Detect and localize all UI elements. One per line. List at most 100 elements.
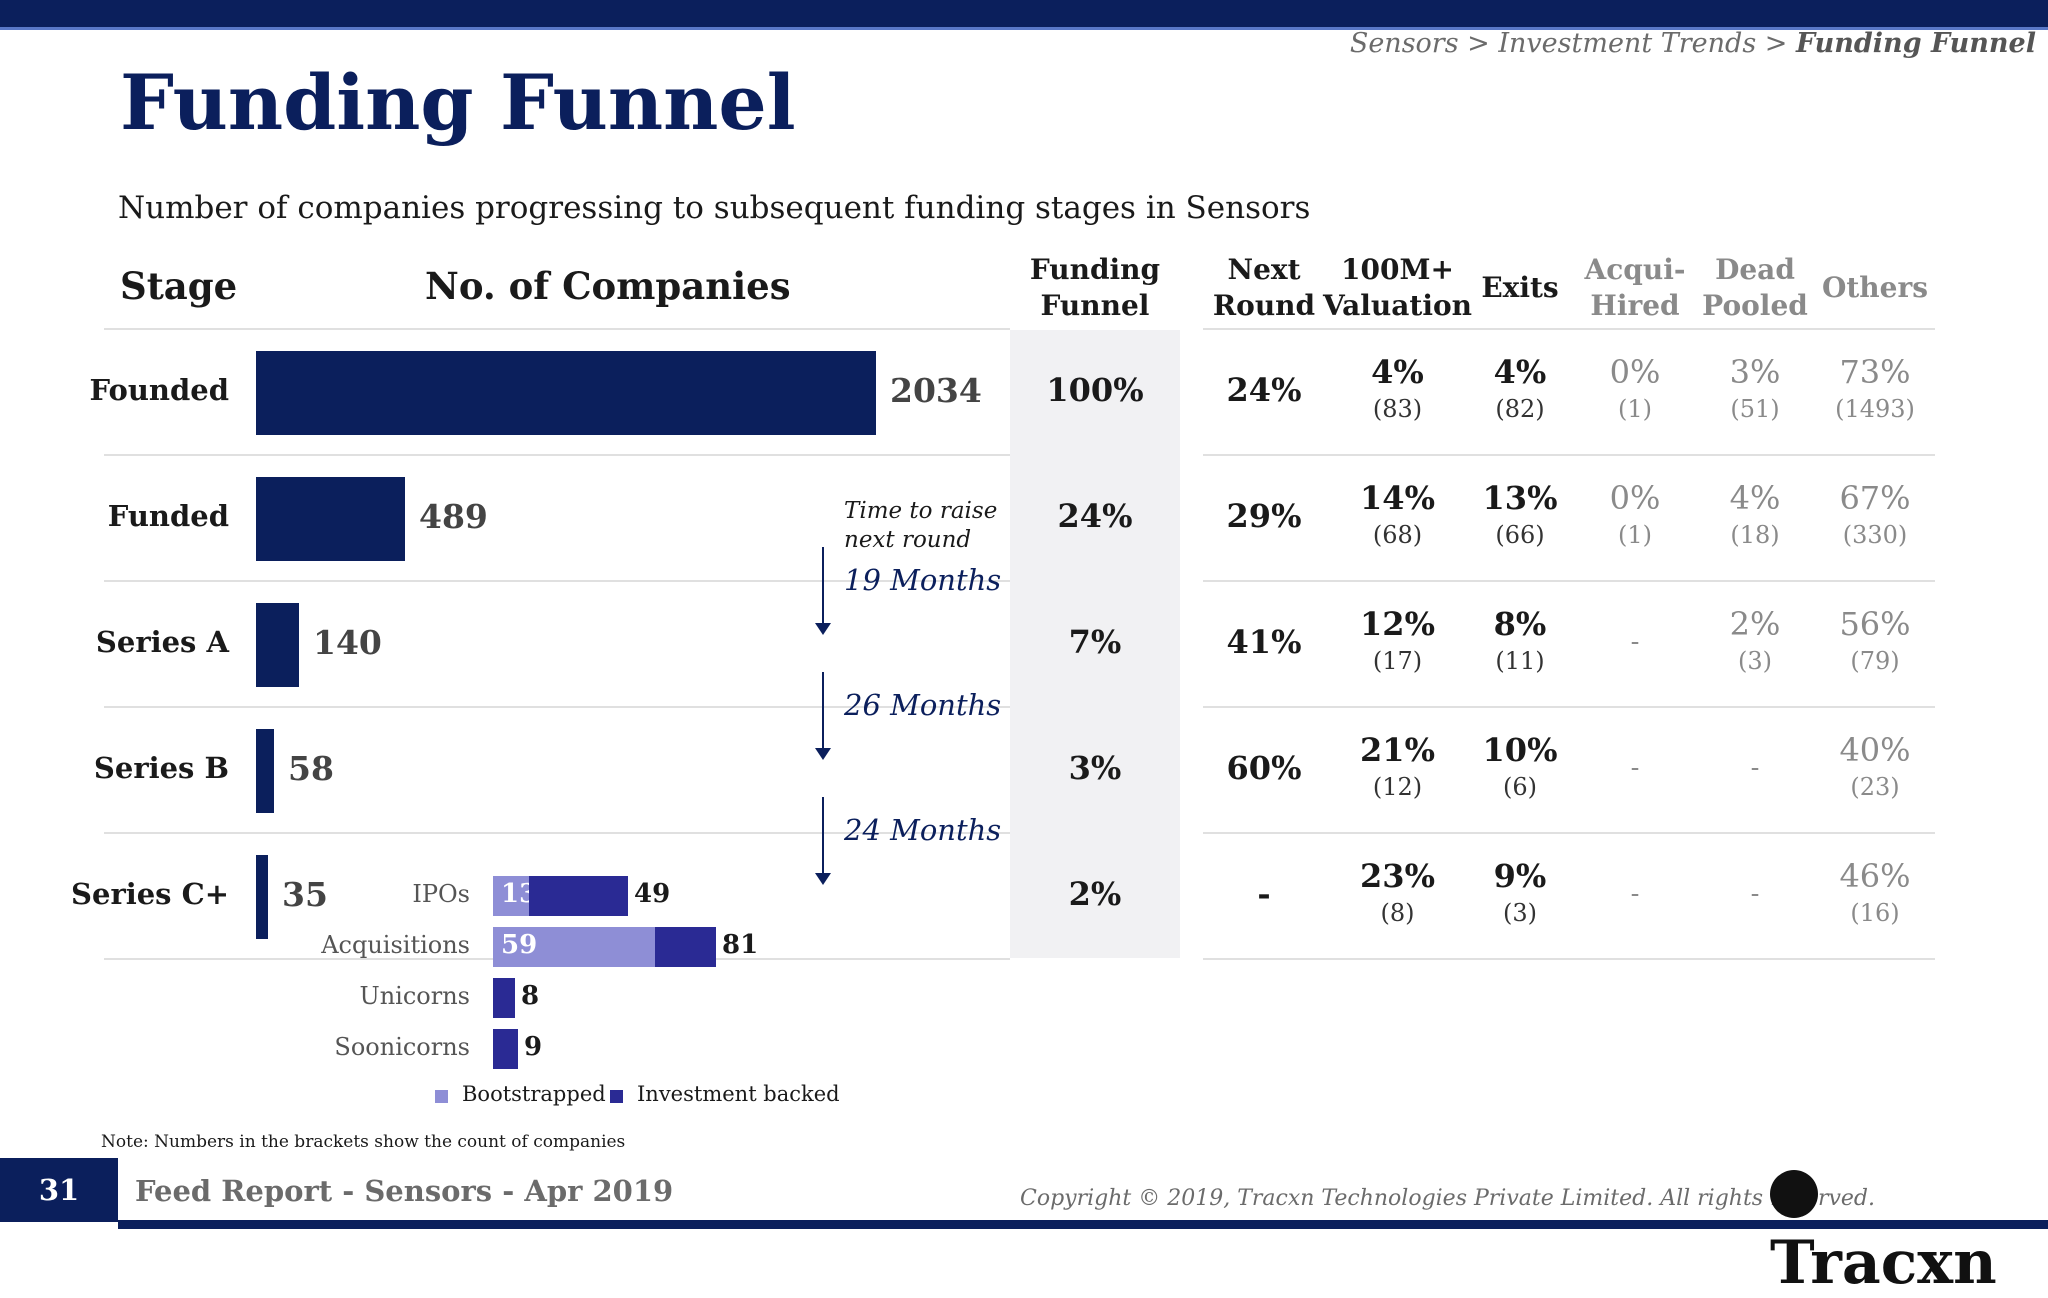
next-round-percent: 60%	[1226, 749, 1302, 787]
valuation-count: (68)	[1372, 521, 1423, 549]
companies-bar	[256, 603, 299, 687]
stage-label: Series B	[93, 751, 229, 785]
stage-label: Series A	[95, 625, 229, 659]
others-count: (330)	[1842, 521, 1908, 549]
legend-label-bootstrapped: Bootstrapped	[462, 1082, 606, 1106]
acqui-hired-count: (1)	[1618, 395, 1652, 423]
header-dead-pooled: Dead Pooled	[1700, 252, 1810, 324]
time-arrow-3	[815, 797, 831, 885]
stage-label: Series C+	[71, 877, 229, 911]
top-bar	[0, 0, 2048, 27]
acqui-hired-count: (1)	[1618, 521, 1652, 549]
funnel-percent: 2%	[1068, 875, 1122, 913]
exit-bootstrapped-value: 59	[501, 930, 538, 960]
time-arrow-2	[815, 672, 831, 760]
page-number: 31	[0, 1158, 118, 1222]
row-divider-left	[104, 454, 1010, 456]
valuation-percent: 4%	[1371, 353, 1424, 391]
stage-label: Founded	[89, 373, 229, 407]
exit-total-value: 49	[634, 879, 671, 909]
exits-count: (3)	[1503, 899, 1537, 927]
footnote: Note: Numbers in the brackets show the c…	[101, 1132, 626, 1152]
next-round-percent: 24%	[1226, 371, 1302, 409]
funnel-percent: 100%	[1046, 371, 1144, 409]
funnel-percent: 7%	[1068, 623, 1122, 661]
legend-swatch-bootstrapped	[435, 1090, 448, 1103]
acqui-hired-dash: -	[1630, 753, 1640, 783]
companies-value: 140	[313, 623, 382, 662]
header-exits: Exits	[1481, 271, 1559, 304]
header-val-line2: Valuation	[1322, 289, 1473, 322]
exit-total-value: 9	[524, 1032, 543, 1062]
exit-bar-investment	[529, 876, 628, 916]
page-subtitle: Number of companies progressing to subse…	[118, 190, 1311, 226]
header-stage: Stage	[120, 264, 238, 308]
row-divider-right	[1203, 454, 1935, 456]
dead-pooled-percent: 3%	[1729, 353, 1781, 391]
next-round-percent: 29%	[1226, 497, 1302, 535]
time-value-2: 26 Months	[844, 688, 1002, 722]
legend-label-investment: Investment backed	[637, 1082, 840, 1106]
tracxn-logo: Tracxn	[1770, 1158, 2048, 1298]
others-percent: 46%	[1839, 857, 1911, 895]
header-funnel-line2: Funnel	[1040, 289, 1150, 322]
exits-percent: 8%	[1493, 605, 1547, 643]
acqui-hired-percent: 0%	[1609, 479, 1661, 517]
companies-bar	[256, 729, 274, 813]
row-divider-right	[1203, 580, 1935, 582]
header-companies: No. of Companies	[425, 264, 791, 308]
companies-value: 2034	[890, 371, 982, 410]
header-dead-line1: Dead	[1715, 253, 1795, 286]
valuation-count: (17)	[1372, 647, 1423, 675]
header-valuation: 100M+ Valuation	[1320, 252, 1475, 324]
breadcrumb-current: Funding Funnel	[1795, 28, 2036, 59]
row-divider-left	[104, 580, 1010, 582]
breadcrumb: Sensors > Investment Trends > Funding Fu…	[1350, 28, 2036, 59]
header-others: Others	[1821, 271, 1928, 304]
header-acqui-hired: Acqui- Hired	[1580, 252, 1690, 324]
others-percent: 56%	[1839, 605, 1911, 643]
header-next-line1: Next	[1227, 253, 1301, 286]
dead-pooled-dash: -	[1750, 753, 1760, 783]
time-arrow-1	[815, 547, 831, 635]
exit-bar-bootstrapped	[493, 876, 529, 916]
valuation-percent: 14%	[1360, 479, 1435, 517]
legend-swatch-investment	[610, 1090, 623, 1103]
valuation-percent: 21%	[1360, 731, 1435, 769]
header-dead-line2: Pooled	[1702, 289, 1808, 322]
header-funnel-line1: Funding	[1029, 253, 1161, 286]
exit-bar-investment	[493, 1029, 518, 1069]
valuation-percent: 23%	[1360, 857, 1435, 895]
header-acq-line2: Hired	[1590, 289, 1680, 322]
exit-total-value: 81	[722, 930, 759, 960]
next-round-percent: 41%	[1226, 623, 1302, 661]
exits-percent: 4%	[1493, 353, 1547, 391]
row-divider-left	[104, 832, 1010, 834]
row-divider-right	[1203, 958, 1935, 960]
time-note-line1: Time to raise	[844, 498, 998, 524]
logo-text: Tracxn	[1770, 1228, 1997, 1298]
others-count: (1493)	[1835, 395, 1915, 423]
row-divider-right	[1203, 328, 1935, 330]
dead-pooled-dash: -	[1750, 879, 1760, 909]
companies-value: 489	[419, 497, 488, 536]
dead-pooled-percent: 4%	[1729, 479, 1781, 517]
breadcrumb-path: Sensors > Investment Trends >	[1349, 28, 1796, 59]
header-next-round: Next Round	[1205, 252, 1323, 324]
time-value-3: 24 Months	[844, 813, 1002, 847]
logo-mark-icon	[1770, 1169, 1818, 1218]
header-next-line2: Round	[1212, 289, 1316, 322]
header-funding-funnel: Funding Funnel	[1010, 252, 1180, 324]
companies-bar	[256, 351, 876, 435]
companies-bar	[256, 855, 268, 939]
exits-percent: 9%	[1493, 857, 1547, 895]
report-title: Feed Report - Sensors - Apr 2019	[135, 1174, 674, 1208]
time-value-1: 19 Months	[844, 563, 1002, 597]
others-percent: 73%	[1839, 353, 1911, 391]
exits-count: (82)	[1495, 395, 1545, 423]
page-title: Funding Funnel	[120, 58, 796, 147]
valuation-count: (12)	[1372, 773, 1423, 801]
others-count: (23)	[1850, 773, 1900, 801]
row-divider-left	[104, 706, 1010, 708]
exits-count: (11)	[1495, 647, 1545, 675]
